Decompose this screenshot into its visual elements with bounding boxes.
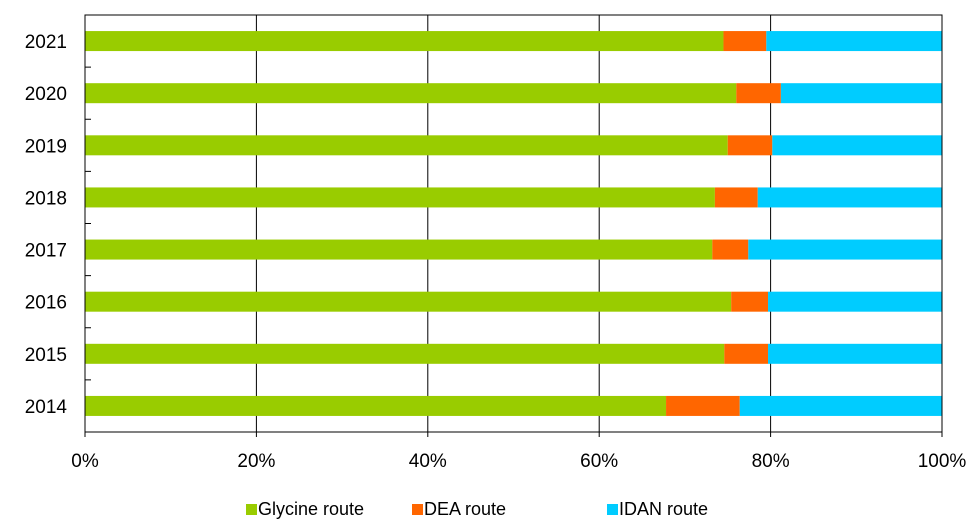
bar-glycine-route-2017 [85, 239, 713, 260]
legend-swatch-idan-route [607, 504, 618, 515]
bar-glycine-route-2016 [85, 291, 732, 312]
legend-label-glycine-route: Glycine route [258, 499, 364, 519]
x-axis-labels: 0% 20% 40% 60% 80% 100% [71, 451, 966, 472]
bar-idan-route-2015 [768, 343, 942, 364]
bar-dea-route-2019 [727, 135, 773, 156]
bar-glycine-route-2015 [85, 343, 725, 364]
x-tick-label: 0% [71, 451, 99, 472]
bar-glycine-route-2020 [85, 83, 737, 104]
bar-dea-route-2014 [666, 395, 740, 416]
bar-idan-route-2019 [772, 135, 942, 156]
y-category-label: 2014 [25, 397, 68, 418]
bar-dea-route-2018 [714, 187, 758, 208]
y-category-label: 2017 [25, 241, 67, 262]
bar-dea-route-2021 [723, 31, 767, 52]
x-tick-label: 80% [752, 451, 790, 472]
plot-area-frame [84, 14, 943, 433]
bar-idan-route-2017 [748, 239, 942, 260]
legend: Glycine route DEA route IDAN route [246, 499, 708, 519]
y-axis-labels: 2021 2020 2019 2018 2017 2016 2015 2014 [25, 32, 68, 418]
y-category-label: 2015 [25, 345, 67, 366]
bar-idan-route-2018 [757, 187, 942, 208]
y-category-label: 2020 [25, 84, 67, 105]
legend-label-dea-route: DEA route [424, 499, 506, 519]
y-category-label: 2018 [25, 188, 67, 209]
x-tick-label: 20% [237, 451, 275, 472]
bar-glycine-route-2014 [85, 395, 667, 416]
bar-glycine-route-2021 [85, 31, 724, 52]
bar-dea-route-2015 [724, 343, 769, 364]
x-tick-label: 60% [580, 451, 618, 472]
bar-dea-route-2017 [712, 239, 749, 260]
bar-dea-route-2016 [731, 291, 769, 312]
bar-idan-route-2020 [780, 83, 942, 104]
bars [85, 31, 942, 416]
bar-idan-route-2014 [739, 395, 942, 416]
x-tick-label: 100% [918, 451, 967, 472]
x-tick-label: 40% [409, 451, 447, 472]
legend-swatch-glycine-route [246, 504, 257, 515]
bar-idan-route-2016 [768, 291, 942, 312]
y-category-label: 2019 [25, 136, 67, 157]
bar-idan-route-2021 [766, 31, 942, 52]
y-category-label: 2021 [25, 32, 67, 53]
y-category-label: 2016 [25, 293, 67, 314]
bar-dea-route-2020 [736, 83, 781, 104]
legend-label-idan-route: IDAN route [619, 499, 708, 519]
bar-glycine-route-2019 [85, 135, 728, 156]
bar-glycine-route-2018 [85, 187, 715, 208]
legend-swatch-dea-route [412, 504, 423, 515]
